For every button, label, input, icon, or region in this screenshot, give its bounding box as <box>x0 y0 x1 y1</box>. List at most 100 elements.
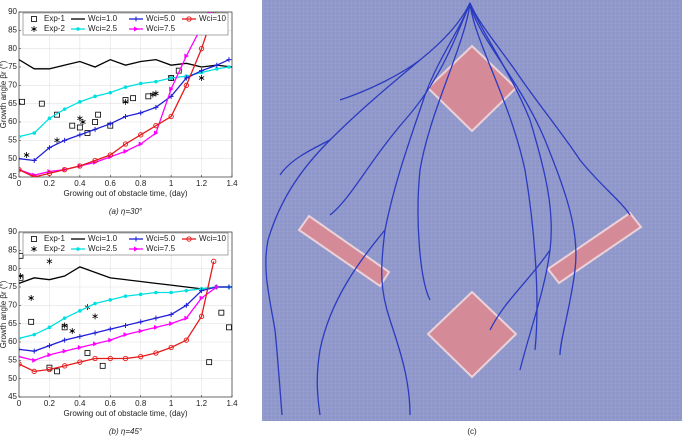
x-tick-label: 0.8 <box>135 179 147 188</box>
x-tick-label: 0.4 <box>74 399 86 408</box>
marker <box>122 355 129 362</box>
obstacles <box>297 44 643 379</box>
marker <box>138 354 144 360</box>
y-tick-label: 90 <box>8 7 17 16</box>
marker <box>19 336 21 341</box>
marker <box>183 82 190 88</box>
marker <box>108 337 113 343</box>
marker <box>32 332 37 337</box>
marker <box>107 152 113 158</box>
x-tick-label: 0.8 <box>135 399 147 408</box>
marker <box>108 298 113 302</box>
marker <box>54 137 60 144</box>
legend-label: Exp-2 <box>44 24 65 33</box>
x-tick-label: 0.4 <box>74 179 86 188</box>
caption: (c) <box>467 427 477 436</box>
y-tick-label: 65 <box>8 99 17 108</box>
marker <box>69 328 76 334</box>
marker <box>19 346 22 352</box>
x-axis-label: Growing out of obstacle time, (day) <box>63 409 187 418</box>
marker <box>46 343 52 349</box>
marker <box>168 344 174 351</box>
marker <box>123 85 128 89</box>
legend-label: Exp-2 <box>44 244 65 253</box>
marker <box>138 132 144 138</box>
marker <box>46 366 53 373</box>
x-tick-label: 1.4 <box>226 179 238 188</box>
marker <box>28 295 34 301</box>
marker <box>62 316 67 320</box>
marker <box>211 258 217 264</box>
marker <box>214 284 220 290</box>
marker <box>61 363 68 369</box>
legend-label: Wci=5.0 <box>146 234 176 243</box>
marker <box>153 324 159 330</box>
marker <box>123 294 128 298</box>
marker <box>153 315 159 321</box>
series-line <box>19 266 232 290</box>
marker <box>54 368 60 375</box>
marker <box>95 111 102 118</box>
legend-marker <box>186 16 192 22</box>
y-tick-label: 60 <box>8 337 17 346</box>
marker <box>138 81 143 86</box>
x-tick-label: 1.4 <box>226 399 238 408</box>
panel-c: (c) <box>262 0 682 436</box>
y-tick-label: 55 <box>8 355 17 364</box>
marker <box>226 284 232 290</box>
legend-label: Wci=10 <box>199 14 226 23</box>
marker <box>199 295 205 301</box>
marker <box>92 119 98 125</box>
marker <box>184 315 189 321</box>
marker <box>122 141 129 147</box>
marker <box>28 318 35 325</box>
y-tick-label: 50 <box>8 374 17 383</box>
legend-marker <box>133 16 139 22</box>
plot-data <box>19 252 232 375</box>
marker <box>92 157 98 164</box>
series-line <box>19 286 218 362</box>
y-tick-label: 80 <box>8 44 17 53</box>
marker <box>46 170 53 176</box>
y-tick-label: 90 <box>8 227 17 236</box>
marker <box>32 357 37 363</box>
marker <box>183 302 189 308</box>
marker <box>198 313 205 319</box>
legend-label: Wci=1.0 <box>88 14 118 23</box>
marker <box>19 252 24 259</box>
marker <box>78 309 82 313</box>
marker <box>19 98 25 105</box>
root-branches <box>265 2 631 416</box>
marker <box>227 65 231 69</box>
marker <box>153 104 159 110</box>
legend-label: Wci=2.5 <box>88 24 118 33</box>
marker <box>145 93 152 100</box>
y-tick-label: 50 <box>8 154 17 163</box>
marker <box>214 62 220 68</box>
y-tick-label: 80 <box>8 264 17 273</box>
marker <box>46 258 53 265</box>
x-tick-label: 0.6 <box>105 399 117 408</box>
marker <box>23 152 30 158</box>
marker <box>93 301 97 306</box>
legend-label: Wci=5.0 <box>146 14 176 23</box>
marker <box>138 110 144 116</box>
marker <box>123 332 128 338</box>
x-tick-label: 0.2 <box>44 179 56 188</box>
marker <box>153 123 159 129</box>
x-tick-label: 0.6 <box>105 179 117 188</box>
y-tick-label: 45 <box>8 392 17 401</box>
marker <box>31 158 37 163</box>
legend-label: Exp-1 <box>44 234 65 243</box>
y-tick-label: 85 <box>8 25 17 34</box>
marker <box>153 90 159 97</box>
legend-marker <box>134 246 139 252</box>
legend-marker <box>31 16 37 22</box>
marker <box>77 132 83 138</box>
y-tick-label: 60 <box>8 117 17 126</box>
marker <box>19 167 22 173</box>
marker <box>154 290 158 295</box>
marker <box>76 124 83 131</box>
